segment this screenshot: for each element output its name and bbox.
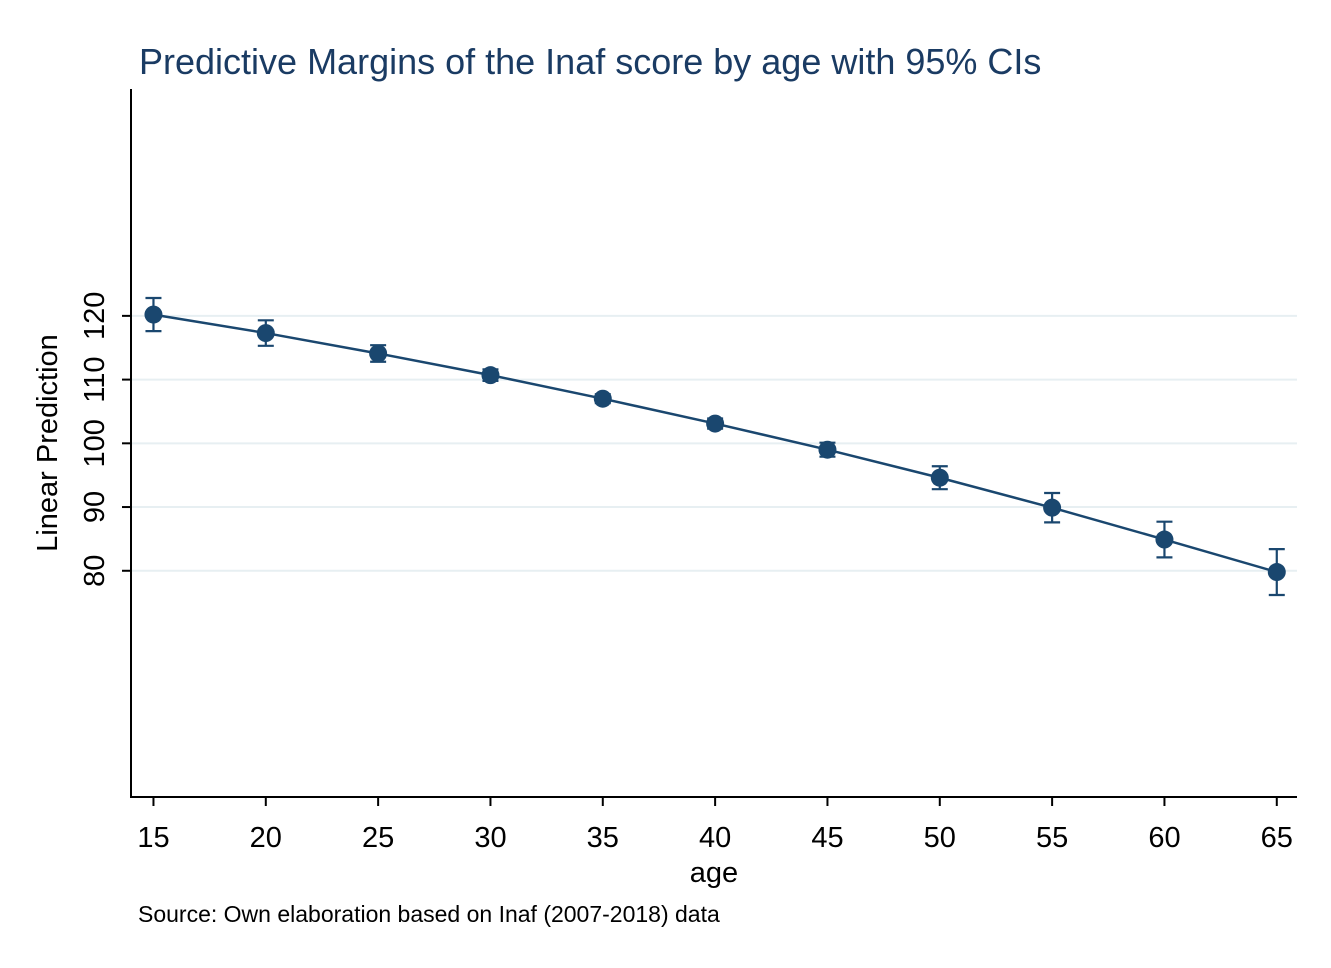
y-tick-label-4: 120 — [79, 292, 111, 340]
x-tick-label-9: 60 — [1148, 822, 1180, 854]
source-note: Source: Own elaboration based on Inaf (2… — [138, 901, 720, 927]
data-point-1 — [256, 324, 275, 343]
data-point-3 — [481, 366, 500, 385]
x-tick-label-6: 45 — [811, 822, 843, 854]
data-point-5 — [706, 414, 725, 433]
x-tick-label-7: 50 — [924, 822, 956, 854]
data-point-9 — [1155, 530, 1174, 549]
y-axis: 80 90 100 110 120 — [79, 292, 131, 587]
data-point-4 — [593, 389, 612, 408]
y-axis-title: Linear Prediction — [32, 334, 64, 552]
series-inaf-score — [144, 296, 1286, 597]
x-tick-label-0: 15 — [137, 822, 169, 854]
data-point-0 — [144, 305, 163, 324]
y-tick-label-0: 80 — [79, 555, 111, 587]
x-tick-label-2: 25 — [362, 822, 394, 854]
y-tick-label-2: 100 — [79, 419, 111, 467]
y-tick-label-3: 110 — [79, 356, 111, 402]
data-point-2 — [369, 344, 388, 363]
y-tick-label-1: 90 — [79, 491, 111, 523]
x-axis-title: age — [690, 857, 738, 889]
data-point-10 — [1267, 563, 1286, 582]
x-tick-label-1: 20 — [250, 822, 282, 854]
x-axis: 15 20 25 30 35 40 45 50 55 60 65 — [137, 797, 1293, 854]
x-tick-label-3: 30 — [474, 822, 506, 854]
x-tick-label-8: 55 — [1036, 822, 1068, 854]
data-point-7 — [930, 468, 949, 487]
chart-title: Predictive Margins of the Inaf score by … — [139, 41, 1041, 82]
data-point-6 — [818, 440, 837, 459]
x-tick-label-10: 65 — [1261, 822, 1293, 854]
data-point-8 — [1043, 498, 1062, 517]
x-tick-label-4: 35 — [587, 822, 619, 854]
gridlines — [132, 314, 1297, 572]
x-tick-label-5: 40 — [699, 822, 731, 854]
